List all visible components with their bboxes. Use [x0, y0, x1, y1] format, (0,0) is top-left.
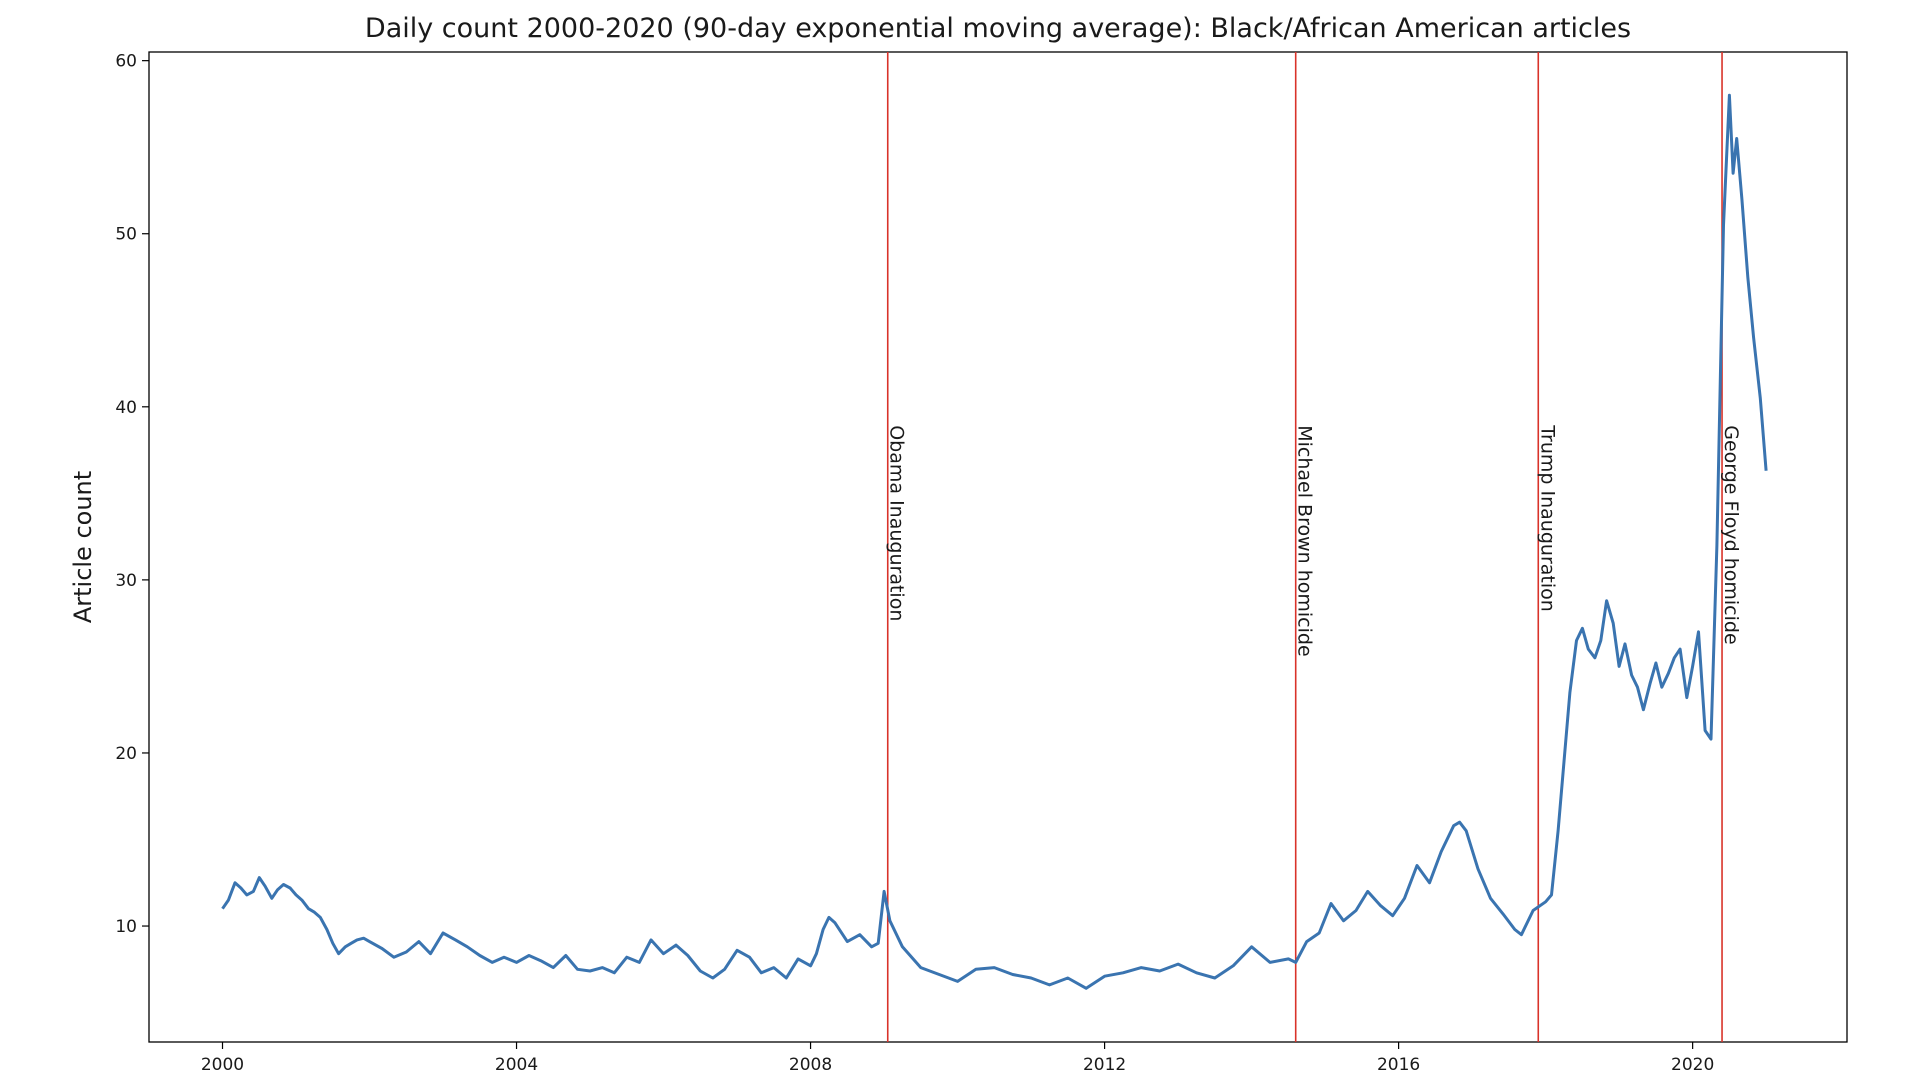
y-tick-label-4: 50 — [115, 225, 137, 245]
y-axis-label: Article count — [69, 471, 97, 623]
x-tick-label-4: 2016 — [1377, 1055, 1420, 1075]
plot-frame — [148, 51, 1848, 1043]
y-tick-label-0: 10 — [115, 917, 137, 937]
event-label-3: George Floyd homicide — [1720, 425, 1742, 644]
y-tick-label-5: 60 — [115, 52, 137, 72]
y-axis: 10 20 30 40 50 60 — [115, 52, 149, 937]
event-label-0: Obama Inauguration — [886, 425, 908, 621]
x-tick-label-2: 2008 — [789, 1055, 832, 1075]
x-tick-label-3: 2012 — [1083, 1055, 1126, 1075]
y-tick-label-2: 30 — [115, 571, 137, 591]
x-tick-label-0: 2000 — [201, 1055, 244, 1075]
y-tick-label-3: 40 — [115, 398, 137, 418]
x-tick-label-5: 2020 — [1671, 1055, 1714, 1075]
x-tick-label-1: 2004 — [495, 1055, 538, 1075]
chart-title: Daily count 2000-2020 (90-day exponentia… — [365, 13, 1631, 44]
event-label-2: Trump Inauguration — [1536, 424, 1558, 612]
series-line — [221, 93, 1768, 990]
event-markers: Obama Inauguration Michael Brown homicide… — [886, 52, 1742, 1042]
y-tick-label-1: 20 — [115, 744, 137, 764]
x-axis: 2000 2004 2008 2012 2016 2020 — [201, 1042, 1714, 1075]
event-label-1: Michael Brown homicide — [1294, 425, 1316, 656]
